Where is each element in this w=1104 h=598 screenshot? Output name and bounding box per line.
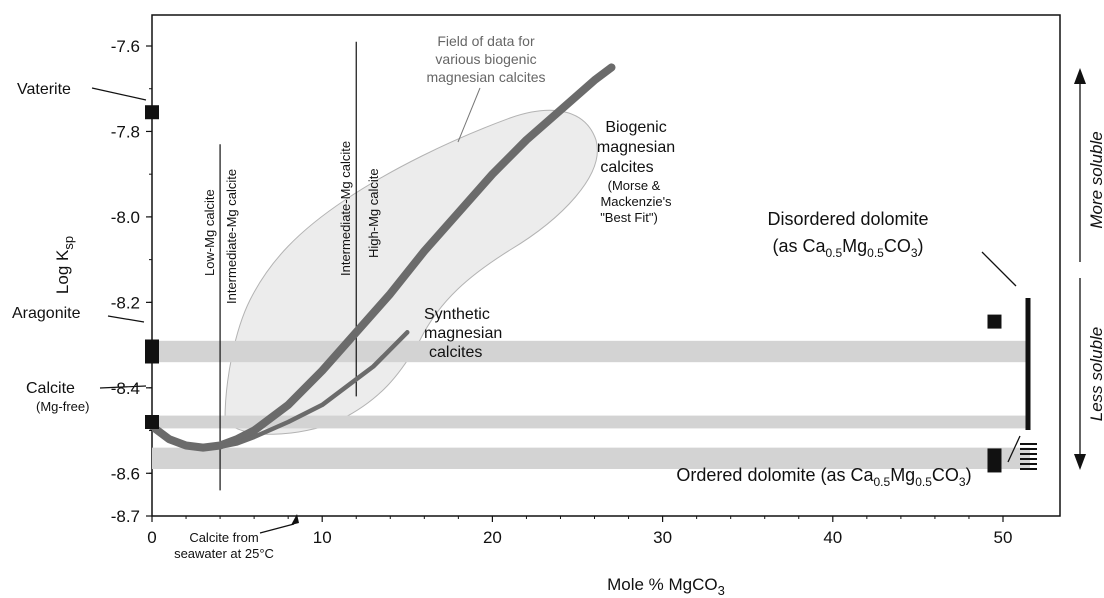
biogenic-label-line6: "Best Fit") (600, 210, 658, 225)
more-soluble-label: More soluble (1087, 131, 1104, 228)
mineral-points (145, 105, 1002, 473)
y-tick-label-0: -7.6 (111, 37, 140, 56)
band-2 (152, 447, 1030, 469)
calcite-label: Calcite (26, 380, 75, 397)
intermediate-mg-label-a: Intermediate-Mg calcite (224, 169, 239, 304)
seawater-label-line1: Calcite from (189, 530, 258, 545)
y-tick-label-2: -8.0 (111, 208, 140, 227)
biogenic-label-line1: Biogenic (605, 119, 666, 136)
plot-frame (151, 14, 1061, 517)
synthetic-label-line2: magnesian (424, 325, 502, 342)
x-tick-label-2: 20 (483, 528, 502, 547)
point-calcite (145, 415, 159, 429)
field-label-line1: Field of data for (437, 33, 535, 49)
biogenic-label-line3: calcites (600, 159, 653, 176)
disordered-leader (981, 251, 1017, 287)
ordered-dolomite-hatch (1020, 443, 1037, 470)
synthetic-label-line1: Synthetic (424, 306, 490, 323)
point-vaterite (145, 105, 159, 120)
y-axis-title: Log Ksp (53, 236, 76, 294)
field-leader (457, 87, 481, 143)
point-disordered-dolomite (987, 314, 1002, 329)
biogenic-label-line5: Mackenzie's (600, 194, 672, 209)
calcite-leader (99, 385, 147, 389)
x-tick-label-5: 50 (994, 528, 1013, 547)
aragonite-leader (107, 315, 145, 323)
band-0 (152, 340, 1030, 363)
seawater-arrow-icon (291, 514, 299, 525)
seawater-label-line2: seawater at 25°C (174, 546, 274, 561)
biogenic-label-line4: (Morse & (608, 178, 661, 193)
disordered-dolomite-line2: (as Ca0.5Mg0.5CO3) (772, 236, 923, 260)
y-tick-label-5: -8.6 (111, 464, 140, 483)
point-ordered-dolomite (987, 448, 1002, 473)
ordered-leader (1007, 435, 1021, 463)
field-label-line3: magnesian calcites (426, 69, 545, 85)
x-tick-label-1: 10 (313, 528, 332, 547)
band-1 (152, 415, 1030, 429)
y-tick-label-6: -8.7 (111, 507, 140, 526)
horizontal-bands (152, 340, 1030, 469)
x-tick-label-0: 0 (147, 528, 156, 547)
y-axis: -7.6 -7.8 -8.0 -8.2 -8.4 -8.6 -8.7 (111, 37, 152, 526)
field-label-line2: various biogenic (435, 51, 536, 67)
low-mg-label: Low-Mg calcite (202, 189, 217, 276)
x-axis-title: Mole % MgCO3 (607, 575, 725, 598)
vaterite-leader (91, 87, 147, 101)
ordered-dolomite-label: Ordered dolomite (as Ca0.5Mg0.5CO3) (676, 465, 971, 489)
y-tick-label-3: -8.2 (111, 293, 140, 312)
aragonite-label: Aragonite (12, 305, 81, 322)
series-line-1 (149, 330, 410, 450)
intermediate-mg-label-b: Intermediate-Mg calcite (338, 141, 353, 276)
disordered-dolomite-line1: Disordered dolomite (767, 209, 928, 229)
x-tick-label-4: 40 (823, 528, 842, 547)
vaterite-label: Vaterite (17, 81, 71, 98)
less-soluble-label: Less soluble (1087, 327, 1104, 422)
high-mg-label: High-Mg calcite (366, 168, 381, 258)
biogenic-label-line2: magnesian (597, 139, 675, 156)
series-lines (148, 63, 616, 452)
seawater-leader (259, 523, 295, 534)
point-aragonite (145, 339, 159, 364)
x-axis: 0 10 20 30 40 50 (147, 516, 1012, 547)
up-arrow-icon (1074, 68, 1086, 84)
y-tick-label-1: -7.8 (111, 122, 140, 141)
y-tick-label-4: -8.4 (111, 379, 140, 398)
synthetic-label-line3: calcites (429, 344, 482, 361)
down-arrow-icon (1074, 454, 1086, 470)
x-tick-label-3: 30 (653, 528, 672, 547)
calcite-sublabel: (Mg-free) (36, 399, 89, 414)
